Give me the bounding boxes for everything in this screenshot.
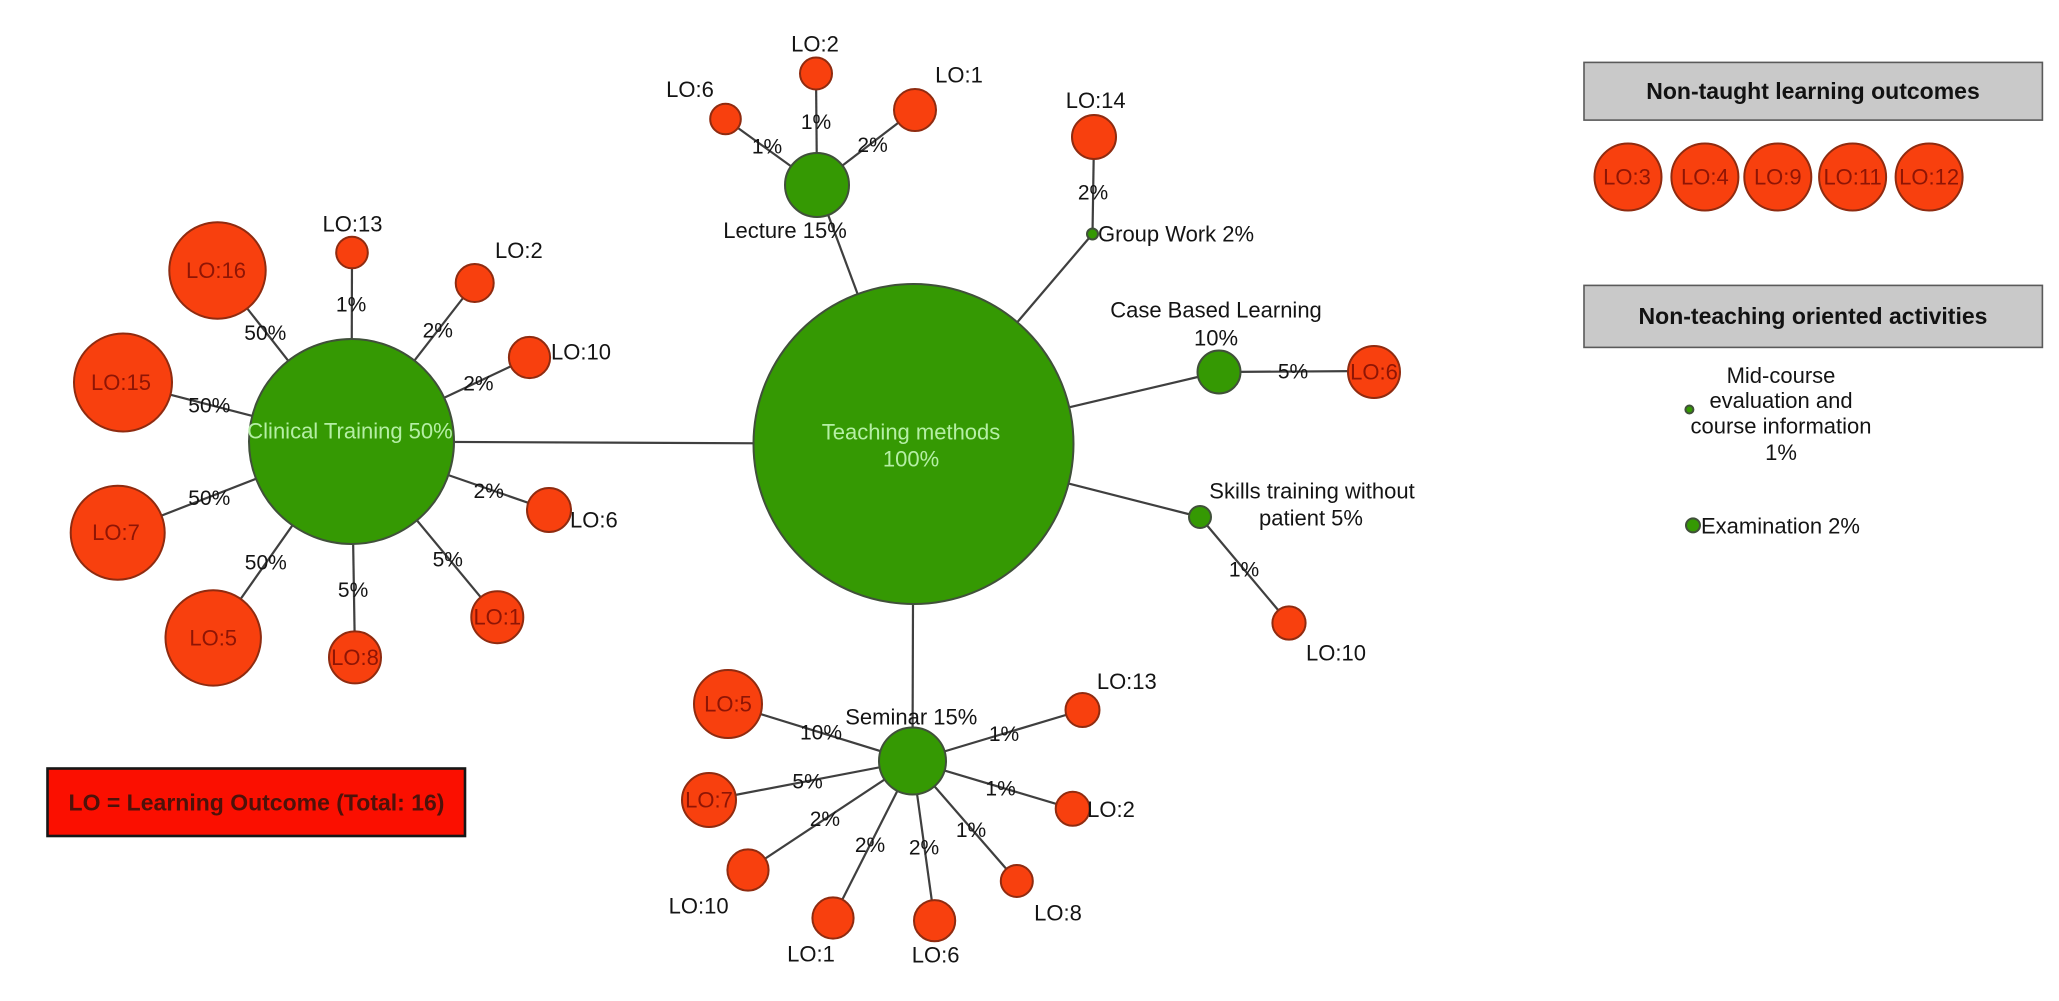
svg-text:LO:11: LO:11 — [1823, 165, 1881, 190]
svg-text:2%: 2% — [1078, 181, 1108, 204]
svg-text:course information: course information — [1691, 414, 1872, 439]
svg-text:5%: 5% — [433, 548, 463, 571]
svg-text:Examination 2%: Examination 2% — [1701, 514, 1860, 539]
svg-text:1%: 1% — [752, 136, 782, 159]
svg-text:1%: 1% — [801, 111, 831, 134]
svg-text:LO:14: LO:14 — [1066, 88, 1126, 113]
svg-text:LO = Learning Outcome (Total:: LO = Learning Outcome (Total: 16) — [69, 790, 445, 816]
svg-text:5%: 5% — [338, 579, 368, 602]
svg-text:LO:15: LO:15 — [91, 370, 151, 395]
svg-text:LO:8: LO:8 — [331, 645, 379, 670]
svg-text:Teaching methods: Teaching methods — [822, 420, 1001, 445]
svg-text:2%: 2% — [855, 834, 885, 857]
svg-text:Non-taught learning outcomes: Non-taught learning outcomes — [1646, 78, 1980, 104]
svg-text:1%: 1% — [1765, 440, 1797, 465]
svg-text:Clinical Training 50%: Clinical Training 50% — [247, 419, 452, 444]
svg-text:50%: 50% — [188, 487, 230, 510]
svg-text:LO:8: LO:8 — [1034, 901, 1082, 926]
svg-text:Group Work 2%: Group Work 2% — [1098, 222, 1254, 247]
svg-text:LO:9: LO:9 — [1754, 165, 1802, 190]
svg-text:50%: 50% — [188, 395, 230, 418]
svg-text:50%: 50% — [245, 552, 287, 575]
svg-text:LO:2: LO:2 — [1087, 797, 1135, 822]
svg-text:LO:13: LO:13 — [1097, 669, 1157, 694]
svg-text:LO:6: LO:6 — [666, 77, 714, 102]
svg-text:LO:16: LO:16 — [186, 258, 246, 283]
svg-text:LO:10: LO:10 — [669, 893, 729, 918]
svg-text:2%: 2% — [857, 134, 887, 157]
svg-text:Seminar 15%: Seminar 15% — [845, 705, 977, 730]
svg-text:2%: 2% — [909, 837, 939, 860]
svg-text:2%: 2% — [810, 808, 840, 831]
svg-text:2%: 2% — [423, 319, 453, 342]
svg-text:Non-teaching oriented activiti: Non-teaching oriented activities — [1639, 303, 1988, 329]
svg-text:5%: 5% — [792, 770, 822, 793]
svg-text:10%: 10% — [800, 722, 842, 745]
svg-text:1%: 1% — [1229, 559, 1259, 582]
svg-text:Mid-course: Mid-course — [1727, 363, 1836, 388]
svg-text:evaluation and: evaluation and — [1709, 388, 1852, 413]
svg-text:5%: 5% — [1278, 361, 1308, 384]
svg-text:LO:7: LO:7 — [92, 520, 140, 545]
svg-text:patient 5%: patient 5% — [1259, 506, 1363, 531]
svg-text:LO:7: LO:7 — [685, 788, 733, 813]
svg-text:LO:6: LO:6 — [570, 507, 618, 532]
svg-text:1%: 1% — [336, 293, 366, 316]
svg-text:LO:5: LO:5 — [704, 692, 752, 717]
svg-text:50%: 50% — [244, 322, 286, 345]
svg-text:Case Based Learning: Case Based Learning — [1110, 298, 1322, 323]
svg-text:LO:4: LO:4 — [1681, 165, 1729, 190]
svg-text:LO:1: LO:1 — [473, 605, 521, 630]
svg-text:10%: 10% — [1194, 326, 1238, 351]
svg-text:LO:10: LO:10 — [551, 340, 611, 365]
svg-text:LO:10: LO:10 — [1306, 641, 1366, 666]
svg-text:LO:3: LO:3 — [1603, 165, 1651, 190]
svg-text:1%: 1% — [956, 819, 986, 842]
svg-text:LO:6: LO:6 — [912, 943, 960, 968]
svg-text:LO:13: LO:13 — [323, 212, 383, 237]
svg-text:LO:1: LO:1 — [935, 63, 983, 88]
svg-text:100%: 100% — [883, 447, 939, 472]
svg-text:Lecture 15%: Lecture 15% — [723, 218, 847, 243]
svg-text:LO:2: LO:2 — [495, 238, 543, 263]
svg-text:LO:12: LO:12 — [1899, 165, 1959, 190]
svg-text:1%: 1% — [989, 723, 1019, 746]
svg-text:LO:1: LO:1 — [787, 942, 835, 967]
svg-text:LO:2: LO:2 — [791, 31, 839, 56]
svg-text:2%: 2% — [474, 480, 504, 503]
svg-text:1%: 1% — [985, 778, 1015, 801]
svg-text:Skills training without: Skills training without — [1209, 479, 1414, 504]
svg-text:2%: 2% — [463, 373, 493, 396]
svg-text:LO:5: LO:5 — [189, 625, 237, 650]
svg-text:LO:6: LO:6 — [1350, 360, 1398, 385]
